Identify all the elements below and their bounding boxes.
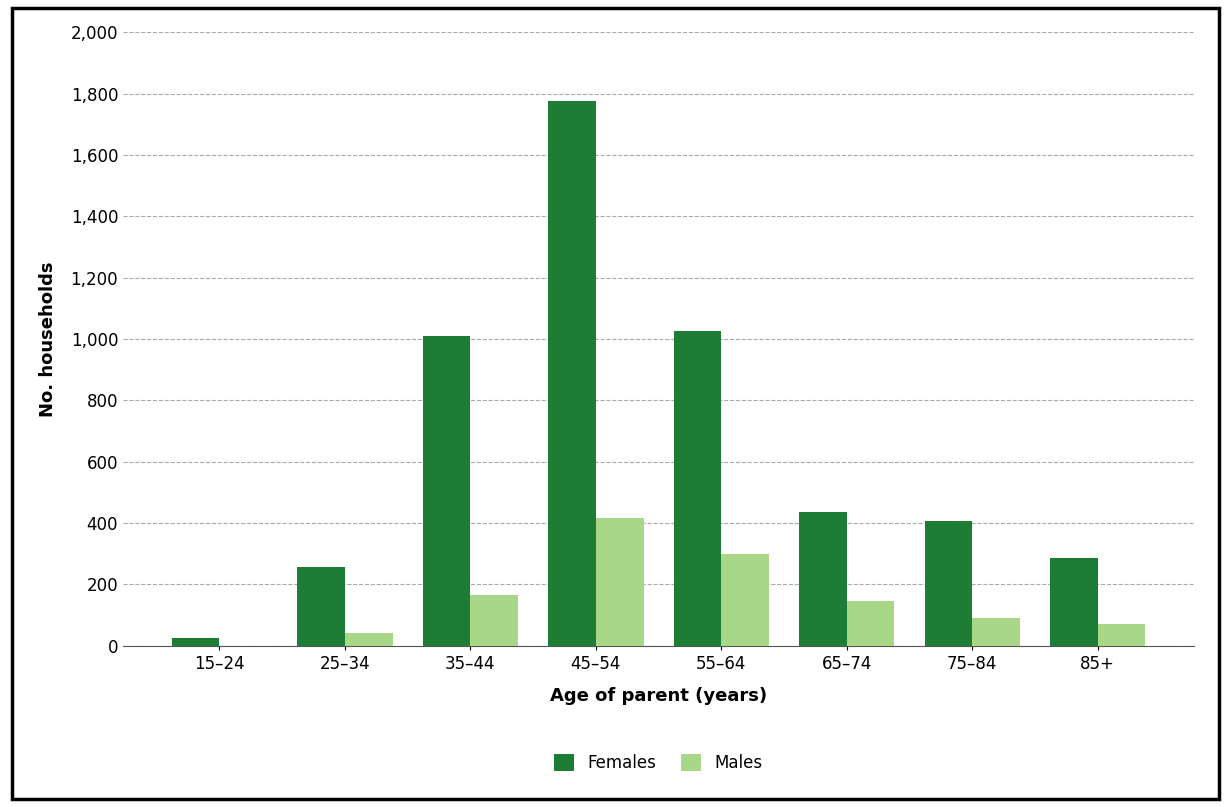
Bar	[847, 601, 895, 646]
Legend: Females, Males: Females, Males	[545, 746, 772, 780]
Bar	[721, 554, 769, 646]
Bar	[297, 567, 345, 646]
Bar	[548, 101, 596, 646]
Bar	[345, 633, 393, 646]
Bar	[972, 618, 1020, 646]
Bar	[1098, 624, 1145, 646]
Bar	[1050, 558, 1098, 646]
Bar	[172, 638, 219, 646]
Bar	[470, 595, 518, 646]
Bar	[596, 518, 644, 646]
X-axis label: Age of parent (years): Age of parent (years)	[550, 687, 767, 705]
Bar	[924, 521, 972, 646]
Bar	[422, 336, 470, 646]
Bar	[673, 331, 721, 646]
Y-axis label: No. households: No. households	[38, 261, 57, 416]
Bar	[799, 512, 847, 646]
